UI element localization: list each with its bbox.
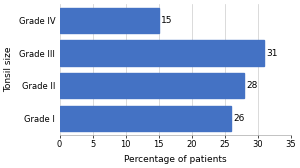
Text: 31: 31 (266, 49, 278, 58)
Text: 26: 26 (233, 114, 244, 123)
X-axis label: Percentage of patients: Percentage of patients (124, 155, 226, 164)
Bar (59, 40, 264, 66)
Text: 15: 15 (160, 16, 172, 25)
Bar (59, 73, 244, 98)
Bar (59, 106, 231, 131)
Text: 28: 28 (246, 81, 258, 90)
Y-axis label: Tonsil size: Tonsil size (4, 47, 13, 92)
Bar (59, 8, 158, 33)
